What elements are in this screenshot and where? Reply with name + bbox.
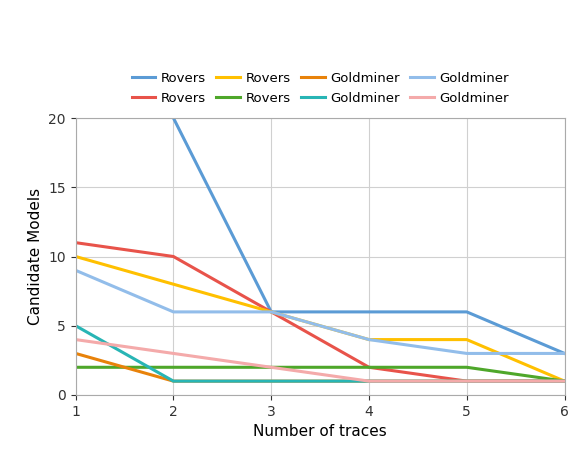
Y-axis label: Candidate Models: Candidate Models [28, 188, 42, 325]
X-axis label: Number of traces: Number of traces [253, 424, 387, 439]
Legend: Rovers, Rovers, Rovers, Rovers, Goldminer, Goldminer, Goldminer, Goldminer: Rovers, Rovers, Rovers, Rovers, Goldmine… [127, 68, 513, 109]
